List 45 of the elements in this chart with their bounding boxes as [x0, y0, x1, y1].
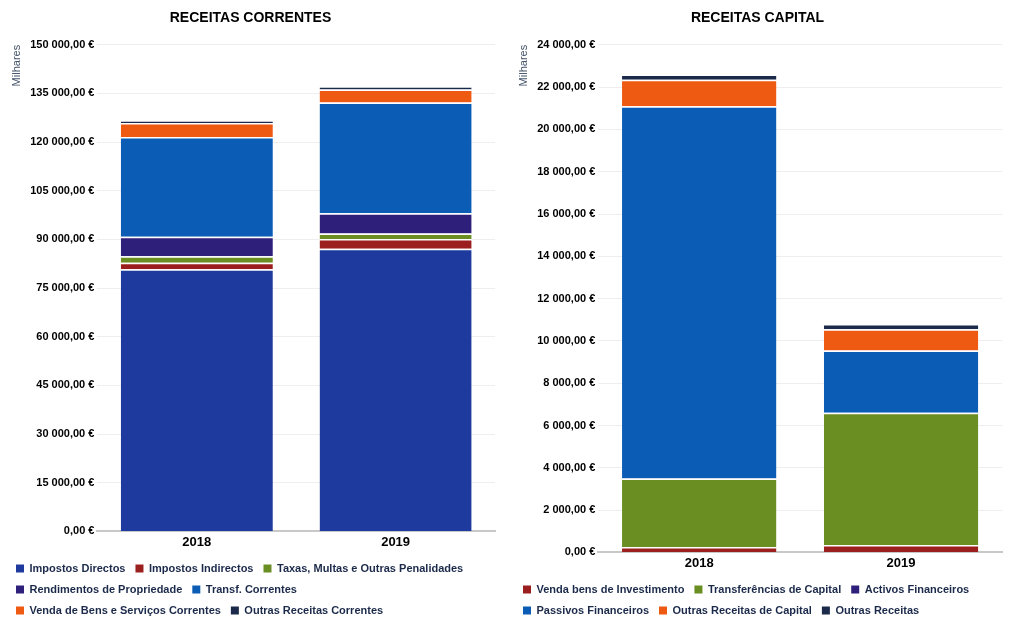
y-tick-label: 22 000,00 €: [537, 80, 596, 93]
legend-label: Venda bens de Investimento: [536, 582, 685, 595]
legend-label: Outras Receitas Correntes: [244, 603, 384, 616]
legend-label: Impostos Directos: [29, 561, 126, 574]
y-tick-label: 0,00 €: [564, 545, 596, 558]
legend-label: Rendimentos de Propriedade: [29, 582, 183, 595]
y-tick-label: 10 000,00 €: [537, 333, 596, 346]
y-tick-label: 14 000,00 €: [537, 249, 596, 262]
y-tick-label: 30 000,00 €: [36, 427, 95, 440]
y-tick-label: 135 000,00 €: [30, 86, 95, 99]
y-tick-label: 18 000,00 €: [537, 164, 596, 177]
chart-title: RECEITAS CAPITAL: [690, 9, 825, 26]
y-tick-label: 4 000,00 €: [543, 460, 596, 473]
y-tick-label: 60 000,00 €: [36, 329, 95, 342]
y-tick-label: 90 000,00 €: [36, 232, 95, 245]
legend-label: Impostos Indirectos: [148, 561, 254, 574]
x-tick-label: 2019: [381, 533, 411, 549]
y-tick-label: 12 000,00 €: [537, 291, 596, 304]
y-tick-label: 15 000,00 €: [36, 475, 95, 488]
legend-label: Passivos Financeiros: [536, 603, 649, 616]
y-tick-label: 2 000,00 €: [543, 503, 596, 516]
chart-title: RECEITAS CORRENTES: [169, 9, 332, 26]
y-tick-label: 105 000,00 €: [30, 183, 95, 196]
x-tick-label: 2018: [182, 533, 212, 549]
y-tick-label: 20 000,00 €: [537, 122, 596, 135]
y-tick-label: 75 000,00 €: [36, 281, 95, 294]
y-axis-title: Milhares: [516, 44, 529, 87]
y-axis-title: Milhares: [9, 44, 22, 87]
y-tick-label: 16 000,00 €: [537, 207, 596, 220]
legend-label: Outras Receitas: [835, 603, 920, 616]
legend-label: Transf. Correntes: [205, 582, 297, 595]
x-tick-label: 2018: [684, 554, 714, 570]
legend-label: Transferências de Capital: [707, 582, 842, 595]
y-tick-label: 120 000,00 €: [30, 135, 95, 148]
y-tick-label: 24 000,00 €: [537, 37, 596, 50]
legend-label: Activos Financeiros: [864, 582, 970, 595]
y-tick-label: 6 000,00 €: [543, 418, 596, 431]
y-tick-label: 0,00 €: [63, 524, 95, 537]
legend-label: Outras Receitas de Capital: [672, 603, 812, 616]
y-tick-label: 8 000,00 €: [543, 376, 596, 389]
legend-label: Venda de Bens e Serviços Correntes: [29, 603, 221, 616]
x-tick-label: 2019: [886, 554, 916, 570]
y-tick-label: 150 000,00 €: [30, 37, 95, 50]
y-tick-label: 45 000,00 €: [36, 378, 95, 391]
legend-label: Taxas, Multas e Outras Penalidades: [276, 561, 464, 574]
